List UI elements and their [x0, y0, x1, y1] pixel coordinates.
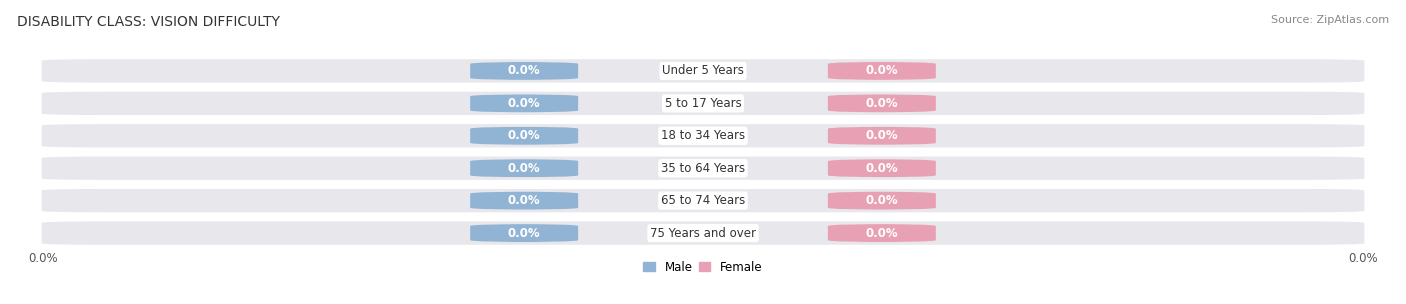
FancyBboxPatch shape: [470, 159, 578, 177]
Text: 0.0%: 0.0%: [866, 64, 898, 78]
Text: 0.0%: 0.0%: [1348, 252, 1378, 265]
Text: 0.0%: 0.0%: [508, 226, 540, 240]
Text: 65 to 74 Years: 65 to 74 Years: [661, 194, 745, 207]
FancyBboxPatch shape: [42, 59, 1364, 83]
FancyBboxPatch shape: [828, 94, 936, 112]
FancyBboxPatch shape: [42, 189, 1364, 212]
FancyBboxPatch shape: [470, 94, 578, 112]
Text: Source: ZipAtlas.com: Source: ZipAtlas.com: [1271, 15, 1389, 25]
Text: 18 to 34 Years: 18 to 34 Years: [661, 129, 745, 142]
FancyBboxPatch shape: [828, 224, 936, 242]
Text: 0.0%: 0.0%: [508, 97, 540, 110]
Text: 0.0%: 0.0%: [866, 226, 898, 240]
FancyBboxPatch shape: [42, 92, 1364, 115]
Text: 35 to 64 Years: 35 to 64 Years: [661, 162, 745, 175]
FancyBboxPatch shape: [470, 127, 578, 145]
Text: 0.0%: 0.0%: [508, 194, 540, 207]
FancyBboxPatch shape: [828, 127, 936, 145]
FancyBboxPatch shape: [470, 192, 578, 210]
FancyBboxPatch shape: [828, 192, 936, 210]
Text: 0.0%: 0.0%: [866, 194, 898, 207]
Text: 75 Years and over: 75 Years and over: [650, 226, 756, 240]
Text: 0.0%: 0.0%: [866, 129, 898, 142]
Text: 5 to 17 Years: 5 to 17 Years: [665, 97, 741, 110]
Text: 0.0%: 0.0%: [508, 162, 540, 175]
Text: Under 5 Years: Under 5 Years: [662, 64, 744, 78]
Text: 0.0%: 0.0%: [866, 162, 898, 175]
Text: 0.0%: 0.0%: [28, 252, 58, 265]
FancyBboxPatch shape: [42, 124, 1364, 147]
Legend: Male, Female: Male, Female: [638, 256, 768, 278]
Text: 0.0%: 0.0%: [866, 97, 898, 110]
Text: 0.0%: 0.0%: [508, 129, 540, 142]
FancyBboxPatch shape: [470, 62, 578, 80]
FancyBboxPatch shape: [42, 157, 1364, 180]
FancyBboxPatch shape: [828, 159, 936, 177]
Text: 0.0%: 0.0%: [508, 64, 540, 78]
FancyBboxPatch shape: [42, 221, 1364, 245]
FancyBboxPatch shape: [470, 224, 578, 242]
FancyBboxPatch shape: [828, 62, 936, 80]
Text: DISABILITY CLASS: VISION DIFFICULTY: DISABILITY CLASS: VISION DIFFICULTY: [17, 15, 280, 29]
